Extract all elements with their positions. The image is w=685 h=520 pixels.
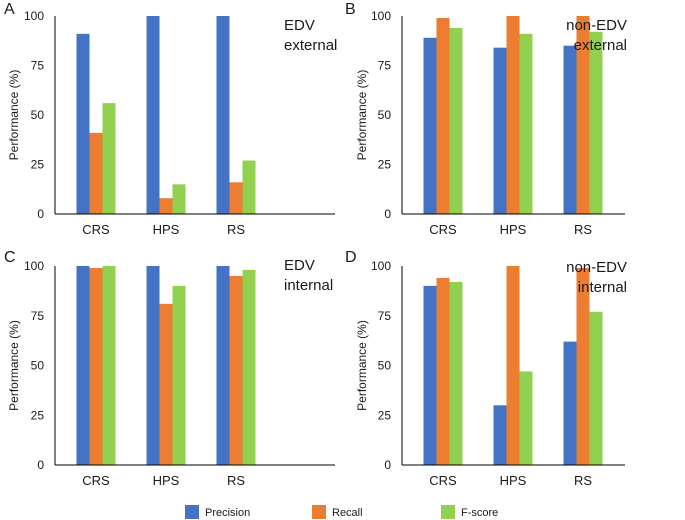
x-tick-label: HPS [153,473,180,488]
bar-fscore-crs [102,266,116,465]
y-tick-label: 0 [37,458,44,472]
bar-precision-crs [76,266,90,465]
y-tick-label: 0 [37,207,44,221]
bar-precision-rs [563,341,577,465]
panel-label: B [345,1,356,18]
legend-label-fscore: F-score [461,507,498,519]
y-tick-label: 75 [31,309,45,323]
legend-swatch-recall [312,505,326,519]
bar-precision-rs [563,45,577,215]
y-tick-label: 50 [31,359,45,373]
bar-fscore-hps [519,33,533,214]
panel-d: D Performance (%) 0 25 50 75 100 CRS HPS RS non-ED… [345,249,627,488]
bar-recall-rs [229,275,243,465]
bar-precision-rs [216,266,230,465]
bar-precision-crs [423,37,437,214]
bar-fscore-crs [102,103,116,214]
y-tick-label: 50 [378,359,392,373]
x-tick-label: RS [227,222,245,237]
bar-fscore-crs [449,281,463,465]
x-tick-label: CRS [429,222,457,237]
panel-b: B Performance (%) 0 25 50 75 100 CRS HPS RS non-ED… [345,1,627,237]
bar-recall-hps [159,303,173,465]
legend: Precision Recall F-score [185,505,498,519]
panel-title-line: non-EDV [566,17,627,34]
legend-swatch-precision [185,505,199,519]
bar-precision-hps [146,16,160,214]
y-axis-label: Performance (%) [7,70,21,161]
y-tick-label: 100 [371,259,391,273]
bar-recall-crs [436,17,450,215]
y-tick-label: 100 [24,259,44,273]
y-tick-label: 25 [31,408,45,422]
y-tick-label: 0 [384,207,391,221]
y-tick-label: 25 [31,158,45,172]
y-axis-label: Performance (%) [355,70,369,161]
legend-label-recall: Recall [332,507,363,519]
panel-label: D [345,249,357,266]
panel-title-line: external [284,37,337,54]
y-axis-label: Performance (%) [355,320,369,411]
panel-a: A Performance (%) 0 25 50 75 100 CRS HPS RS EDV ext… [4,1,337,237]
bar-recall-rs [229,182,243,214]
bar-fscore-hps [519,371,533,465]
panel-title-line: non-EDV [566,259,627,276]
panel-title-line: internal [578,279,627,296]
bar-fscore-crs [449,27,463,214]
bar-recall-crs [89,132,103,214]
bar-fscore-rs [589,31,603,215]
x-tick-label: CRS [429,473,457,488]
x-tick-label: RS [227,473,245,488]
y-tick-label: 75 [378,59,392,73]
y-tick-label: 50 [378,108,392,122]
bar-precision-hps [493,47,507,215]
panel-label: C [4,249,16,266]
bar-recall-crs [89,267,103,465]
bar-recall-crs [436,277,450,465]
x-tick-label: RS [574,222,592,237]
bar-recall-hps [506,16,520,214]
x-tick-label: CRS [82,222,110,237]
panel-title-line: EDV [284,257,315,274]
bar-fscore-hps [172,184,186,214]
panel-label: A [4,1,15,18]
bar-precision-crs [76,33,90,214]
bar-precision-crs [423,285,437,465]
panel-c: C Performance (%) 0 25 50 75 100 CRS HPS RS EDV int… [4,249,335,488]
panel-title-line: internal [284,277,333,294]
x-tick-label: CRS [82,473,110,488]
x-tick-label: HPS [500,473,527,488]
y-tick-label: 0 [384,458,391,472]
y-tick-label: 25 [378,408,392,422]
panel-title-line: EDV [284,17,315,34]
bar-fscore-rs [242,269,256,465]
panel-title-line: external [574,37,627,54]
legend-label-precision: Precision [205,507,250,519]
bar-precision-rs [216,16,230,214]
bar-fscore-hps [172,285,186,465]
bar-recall-rs [576,267,590,465]
y-tick-label: 100 [371,9,391,23]
y-axis-label: Performance (%) [7,320,21,411]
y-tick-label: 25 [378,158,392,172]
x-tick-label: HPS [153,222,180,237]
bar-precision-hps [146,266,160,465]
bar-fscore-rs [589,311,603,465]
y-tick-label: 50 [31,108,45,122]
bar-recall-hps [506,266,520,465]
bar-precision-hps [493,405,507,465]
legend-swatch-fscore [441,505,455,519]
y-tick-label: 75 [31,59,45,73]
y-tick-label: 100 [24,9,44,23]
y-tick-label: 75 [378,309,392,323]
bar-recall-rs [576,16,590,214]
x-tick-label: RS [574,473,592,488]
x-tick-label: HPS [500,222,527,237]
bar-recall-hps [159,198,173,214]
bar-fscore-rs [242,160,256,214]
